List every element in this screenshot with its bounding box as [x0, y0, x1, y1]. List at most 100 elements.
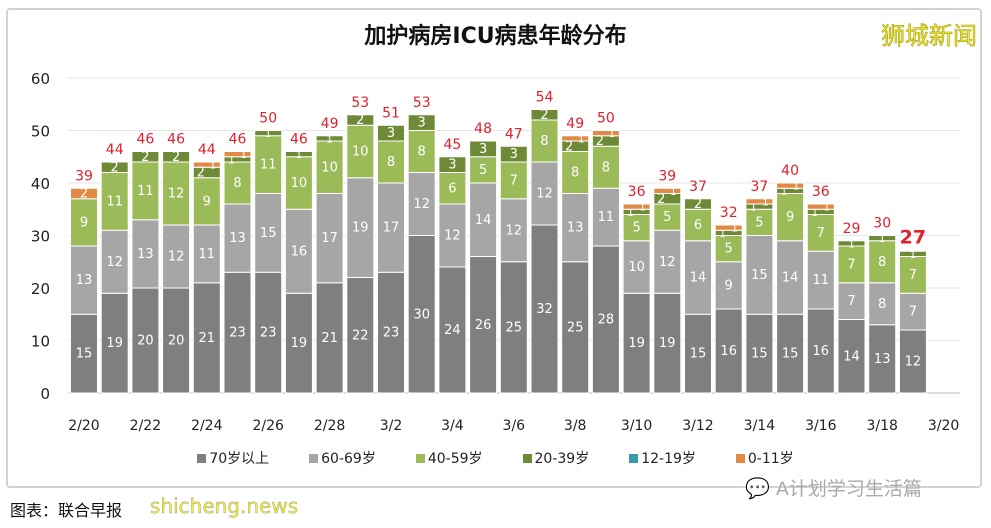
- total-label: 53: [351, 95, 369, 111]
- bar-segment: [346, 277, 375, 394]
- total-label: 46: [229, 132, 247, 148]
- segment-label: 11: [260, 158, 277, 173]
- bar-segment: [407, 114, 436, 131]
- total-label: 40: [781, 163, 799, 179]
- bar-segment: [377, 182, 405, 273]
- segment-label: 2: [540, 108, 548, 123]
- bar-segment: [868, 324, 897, 394]
- segment-label: 5: [663, 210, 671, 225]
- segment-label: 32: [536, 302, 553, 317]
- bar-segment: [714, 224, 743, 231]
- segment-label: 7: [817, 226, 825, 241]
- bar-segment: [162, 161, 191, 226]
- legend-label: 70岁以上: [209, 451, 270, 467]
- segment-label: 5: [755, 215, 763, 230]
- bar-segment: [131, 219, 160, 289]
- total-label: 29: [843, 221, 861, 237]
- bar-segment: [684, 240, 712, 315]
- legend-swatch: [522, 453, 532, 463]
- segment-label: 14: [782, 271, 799, 286]
- segment-label: 11: [598, 210, 615, 225]
- bar-segment: [806, 250, 835, 310]
- wechat-icon: 💬: [745, 475, 770, 500]
- segment-label: 8: [602, 160, 610, 175]
- bar-segment: [469, 156, 498, 184]
- segment-label: 7: [909, 305, 917, 320]
- bar-segment: [315, 140, 344, 194]
- segment-label: 14: [690, 271, 707, 286]
- segment-label: 6: [694, 218, 702, 233]
- x-tick-label: 3/12: [682, 418, 713, 434]
- segment-label: 14: [843, 349, 860, 364]
- segment-label: 12: [413, 197, 430, 212]
- total-label: 47: [505, 126, 523, 142]
- segment-label: 7: [909, 268, 917, 283]
- bar-segment: [591, 245, 620, 394]
- segment-label: 13: [874, 352, 891, 367]
- segment-label: 1: [670, 187, 676, 198]
- bar-segment: [898, 250, 927, 257]
- bar-segment: [530, 224, 559, 394]
- segment-label: 12: [444, 229, 461, 244]
- x-tick-label: 2/22: [130, 418, 161, 434]
- segment-label: 1: [326, 134, 332, 145]
- bar-segment: [469, 140, 498, 158]
- segment-label: 3: [387, 126, 395, 141]
- bar-segment: [653, 203, 682, 231]
- segment-label: 19: [659, 336, 676, 351]
- segment-label: 2: [111, 160, 119, 175]
- segment-label: 1: [762, 197, 768, 208]
- segment-label: 7: [847, 294, 855, 309]
- bar-segment: [284, 208, 313, 294]
- x-tick-label: 3/16: [805, 418, 837, 434]
- segment-label: 11: [813, 273, 830, 288]
- bar-segment: [806, 308, 835, 394]
- segment-label: 1: [265, 129, 271, 140]
- segment-label: 23: [260, 326, 277, 341]
- bar-segment: [469, 256, 498, 394]
- total-label: 53: [413, 95, 431, 111]
- bar-segment: [254, 130, 283, 137]
- bar-segment: [561, 151, 590, 194]
- segment-label: 13: [76, 273, 93, 288]
- legend-item: 12-19岁: [629, 448, 696, 468]
- legend-label: 0-11岁: [747, 451, 794, 467]
- bar-segment: [714, 261, 743, 310]
- bar-segment: [499, 145, 528, 163]
- bar-segment: [162, 224, 191, 289]
- y-tick-label: 50: [31, 123, 50, 141]
- y-tick-label: 60: [31, 70, 50, 88]
- bar-segment: [776, 313, 805, 394]
- bar-segment: [684, 208, 712, 242]
- segment-label: 15: [690, 347, 707, 362]
- bar-segment: [70, 187, 98, 200]
- segment-label: 2: [657, 192, 665, 207]
- segment-label: 9: [786, 210, 794, 225]
- bar-segment: [591, 130, 620, 137]
- segment-label: 15: [751, 347, 768, 362]
- segment-label: 7: [510, 173, 518, 188]
- source-watermark: shicheng.news: [150, 494, 299, 518]
- y-tick-label: 40: [31, 175, 50, 193]
- bar-segment: [192, 282, 221, 394]
- total-label: 44: [106, 142, 124, 158]
- legend-label: 20-39岁: [534, 451, 590, 467]
- segment-label: 11: [199, 247, 216, 262]
- segment-label: 3: [448, 158, 456, 173]
- segment-label: 16: [720, 344, 737, 359]
- total-label: 46: [290, 132, 308, 148]
- segment-label: 1: [793, 182, 799, 193]
- total-label: 39: [658, 168, 676, 184]
- bar-segment: [622, 292, 651, 394]
- segment-label: 5: [632, 221, 640, 236]
- segment-label: 1: [609, 129, 615, 140]
- legend-swatch: [735, 453, 745, 463]
- segment-label: 1: [824, 203, 830, 214]
- y-tick-label: 0: [40, 385, 50, 403]
- segment-label: 9: [203, 194, 211, 209]
- x-tick-label: 2/24: [191, 418, 223, 434]
- bar-segment: [223, 203, 252, 273]
- total-label: 27: [900, 226, 926, 248]
- bar-segment: [653, 187, 682, 194]
